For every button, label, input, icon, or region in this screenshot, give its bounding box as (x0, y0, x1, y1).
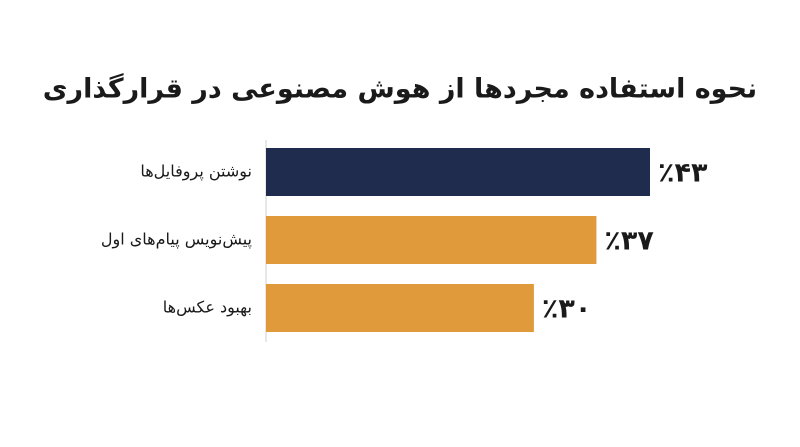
bar (266, 216, 597, 264)
chart-title: نحوه استفاده مجردها از هوش مصنوعی در قرا… (43, 73, 757, 105)
value-label: ٪۳۰ (542, 294, 591, 325)
category-label: بهبود عکس‌ها (163, 298, 252, 318)
value-label: ٪۴۳ (658, 158, 708, 189)
bar (266, 284, 534, 332)
category-label: پیش‌نویس پیام‌های اول (101, 230, 252, 250)
category-label: نوشتن پروفایل‌ها (140, 162, 252, 182)
value-label: ٪۳۷ (604, 226, 654, 257)
bar (266, 148, 650, 196)
